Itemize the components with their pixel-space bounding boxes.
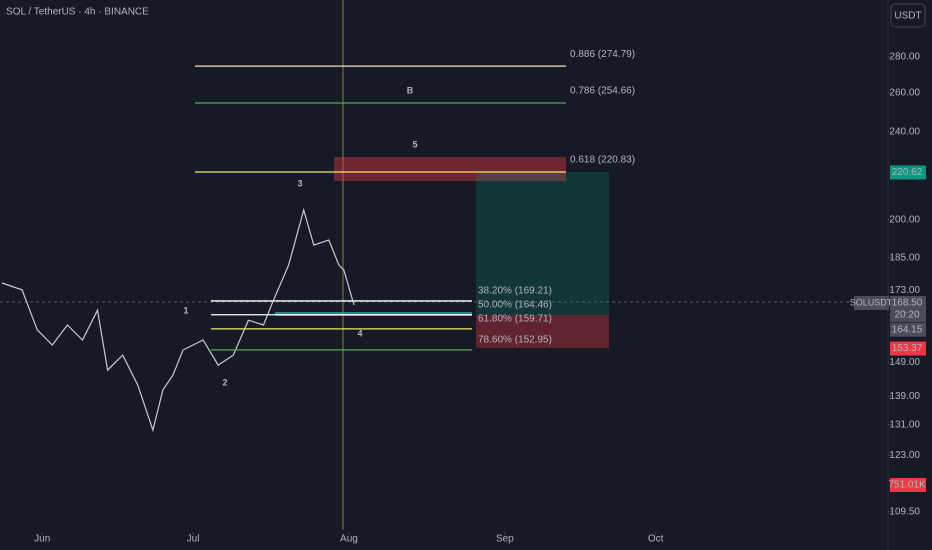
y-tick-label: 149.00: [889, 357, 920, 368]
volume-tag-bg: [890, 478, 926, 492]
entry-band: [275, 312, 472, 316]
wave-label: 3: [297, 178, 302, 188]
countdown: 20:20: [894, 310, 919, 321]
price-line: [1, 207, 355, 433]
y-tick-label: 109.50: [889, 506, 920, 517]
price-tag: 168.50: [892, 298, 923, 309]
fib-label: 38.20% (169.21): [478, 286, 552, 297]
y-tick-label: 123.00: [889, 450, 920, 461]
long-stop-zone: [476, 315, 609, 348]
y-tick-label: 173.00: [889, 285, 920, 296]
fib-label: 61.80% (159.71): [478, 314, 552, 325]
price-tag: 220.62: [892, 167, 923, 178]
price-tag: 153.37: [892, 343, 923, 354]
wave-label: B: [407, 85, 414, 95]
wave-label: 4: [357, 328, 362, 338]
currency-button-frame[interactable]: [890, 3, 926, 28]
currency-button[interactable]: USDT: [894, 11, 921, 22]
price-tag-bg: [890, 295, 926, 322]
y-tick-label: 131.00: [889, 420, 920, 431]
wave-label: 1: [183, 305, 188, 315]
supply-zone: [334, 157, 566, 181]
price-tag-bg: [890, 165, 926, 180]
price-tag: 164.15: [892, 324, 923, 335]
wave-label: 5: [412, 139, 417, 149]
y-tick-label: 260.00: [889, 88, 920, 99]
x-tick-label: Sep: [496, 534, 514, 545]
x-tick-label: Oct: [648, 534, 664, 545]
price-tag-bg: [890, 322, 926, 337]
symbol-tag: SOLUSDT: [850, 297, 893, 307]
x-tick-label: Jun: [34, 534, 50, 545]
x-tick-label: Jul: [187, 534, 200, 545]
wave-label: 2: [222, 377, 227, 387]
y-tick-label: 185.00: [889, 252, 920, 263]
y-tick-label: 139.00: [889, 391, 920, 402]
y-tick-label: 200.00: [889, 215, 920, 226]
fib-label: 50.00% (164.46): [478, 299, 552, 310]
fib-label: 0.886 (274.79): [570, 49, 635, 60]
fib-label: 78.60% (152.95): [478, 334, 552, 345]
symbol-title: SOL / TetherUS · 4h · BINANCE: [6, 7, 149, 18]
fib-label: 0.786 (254.66): [570, 86, 635, 97]
fib-label: 0.618 (220.83): [570, 155, 635, 166]
long-target-zone: [476, 172, 609, 315]
volume-tag: 751.01K: [888, 480, 926, 491]
y-tick-label: 240.00: [889, 126, 920, 137]
x-tick-label: Aug: [340, 534, 358, 545]
y-tick-label: 280.00: [889, 52, 920, 63]
price-tag-bg: [890, 341, 926, 356]
symbol-tag-bg: [854, 295, 889, 310]
